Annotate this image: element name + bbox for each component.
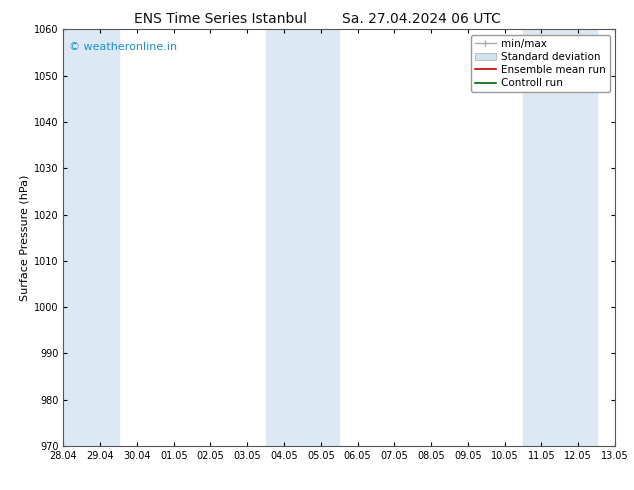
- Y-axis label: Surface Pressure (hPa): Surface Pressure (hPa): [20, 174, 30, 301]
- Legend: min/max, Standard deviation, Ensemble mean run, Controll run: min/max, Standard deviation, Ensemble me…: [470, 35, 610, 92]
- Text: © weatheronline.in: © weatheronline.in: [69, 42, 177, 52]
- Text: ENS Time Series Istanbul        Sa. 27.04.2024 06 UTC: ENS Time Series Istanbul Sa. 27.04.2024 …: [134, 12, 500, 26]
- Bar: [523, 29, 597, 446]
- Bar: [45, 29, 119, 446]
- Bar: [266, 29, 339, 446]
